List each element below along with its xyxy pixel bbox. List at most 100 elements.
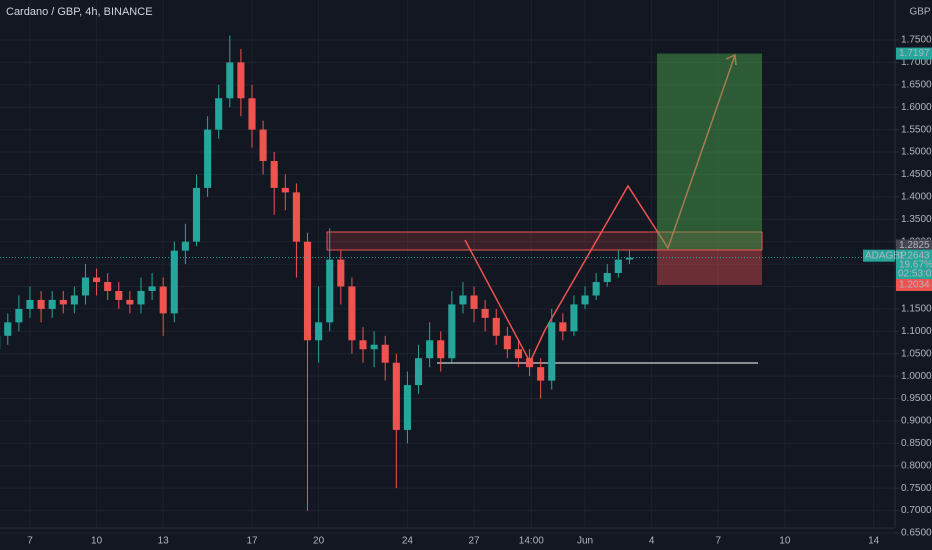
candle-body [381, 344, 389, 363]
symbol-label: ADAGBP [865, 250, 907, 261]
x-tick-label: 14 [868, 536, 880, 547]
candle-body [4, 322, 12, 336]
candle-body [337, 259, 345, 287]
y-tick-label: 0.6500 [901, 528, 932, 539]
y-tick-label: 0.7000 [901, 505, 932, 516]
resistance-zone [326, 231, 763, 251]
candle-body [115, 290, 123, 300]
y-tick-label: 0.8000 [901, 460, 932, 471]
candle-body [592, 282, 600, 296]
candle-body [204, 129, 212, 188]
candle-body [170, 250, 178, 314]
candle-body [148, 286, 156, 291]
y-tick-label: 1.6500 [901, 79, 932, 90]
y-tick-label: 1.7500 [901, 35, 932, 46]
candle-body [303, 241, 312, 341]
candle-body [181, 241, 189, 251]
y-tick-label: 0.7500 [901, 483, 932, 494]
y-tick-label: 1.7000 [901, 57, 932, 68]
x-tick-label: 27 [468, 536, 480, 547]
x-tick-label: 10 [91, 536, 103, 547]
x-tick-label: 13 [158, 536, 170, 547]
candle-body [281, 187, 289, 193]
loss-zone [657, 249, 762, 285]
candle-body [459, 295, 467, 305]
y-axis-label: GBP [909, 7, 930, 18]
candle-body [492, 317, 500, 336]
target-label-box [896, 47, 932, 60]
candle-body [625, 257, 634, 260]
candle-body [237, 62, 245, 99]
candle-body [370, 344, 378, 350]
candle-body [226, 62, 234, 99]
candle-body [437, 340, 445, 359]
x-tick-label: 4 [649, 536, 655, 547]
symbol-box [863, 249, 895, 262]
y-tick-label: 0.9000 [901, 416, 932, 427]
y-tick-label: 1.1500 [901, 304, 932, 315]
candle-body [15, 308, 23, 323]
y-tick-label: 0.8500 [901, 438, 932, 449]
y-tick-label: 1.4000 [901, 192, 932, 203]
candle-body [514, 349, 522, 359]
long-position [657, 53, 762, 285]
candle-body [559, 322, 567, 332]
x-tick-label: Jun [577, 536, 593, 547]
candle-body [81, 277, 90, 296]
candle-body [137, 290, 145, 305]
candle-body [248, 98, 256, 130]
x-tick-label: 7 [715, 536, 721, 547]
candle-body [503, 335, 511, 350]
countdown-label: 02:53:02 [898, 268, 932, 279]
candle-body [26, 299, 34, 309]
candle-body [315, 322, 323, 341]
y-tick-label: 1.1000 [901, 326, 932, 337]
candle-body [537, 367, 545, 381]
candle-body [37, 299, 45, 309]
candle-body [392, 362, 400, 430]
candle-body [159, 286, 167, 314]
candle-body [603, 273, 611, 283]
candle-body [59, 299, 67, 305]
candle-body [448, 304, 456, 359]
chart-title: Cardano / GBP, 4h, BINANCE [6, 6, 153, 18]
stop-label: 1.2034 [899, 280, 930, 291]
current-price-box [896, 249, 932, 282]
candle-body [48, 299, 56, 309]
candle-body [581, 295, 589, 305]
candle-body [326, 259, 334, 323]
entry-label: 1.2825 [899, 240, 930, 251]
x-tick-label: 17 [246, 536, 258, 547]
y-tick-label: 1.0000 [901, 371, 932, 382]
candle-body [348, 286, 356, 341]
current-price: 1.2643 [899, 250, 930, 261]
candle-body [104, 282, 112, 291]
candle-body [259, 129, 267, 162]
candle-body [614, 259, 622, 274]
candle-body [525, 358, 534, 368]
y-tick-label: 1.5500 [901, 124, 932, 135]
drawings [326, 53, 763, 364]
candle-body [359, 340, 367, 350]
x-tick-label: 14:00 [519, 536, 544, 547]
candle-body [126, 299, 134, 305]
x-tick-label: 7 [27, 536, 33, 547]
y-tick-label: 0.9500 [901, 393, 932, 404]
x-tick-label: 10 [779, 536, 791, 547]
y-tick-label: 1.3500 [901, 214, 932, 225]
target-label: 1.7197 [899, 48, 930, 59]
candle-body [70, 295, 78, 305]
candle-body [192, 187, 201, 242]
candle-body [215, 98, 223, 130]
candle-body [548, 322, 556, 381]
x-tick-label: 20 [313, 536, 325, 547]
y-tick-label: 1.5000 [901, 147, 932, 158]
arrow-head [725, 53, 737, 66]
candle-body [570, 304, 578, 332]
stop-label-box [896, 278, 932, 291]
candle-body [481, 308, 489, 318]
y-tick-label: 1.6000 [901, 102, 932, 113]
